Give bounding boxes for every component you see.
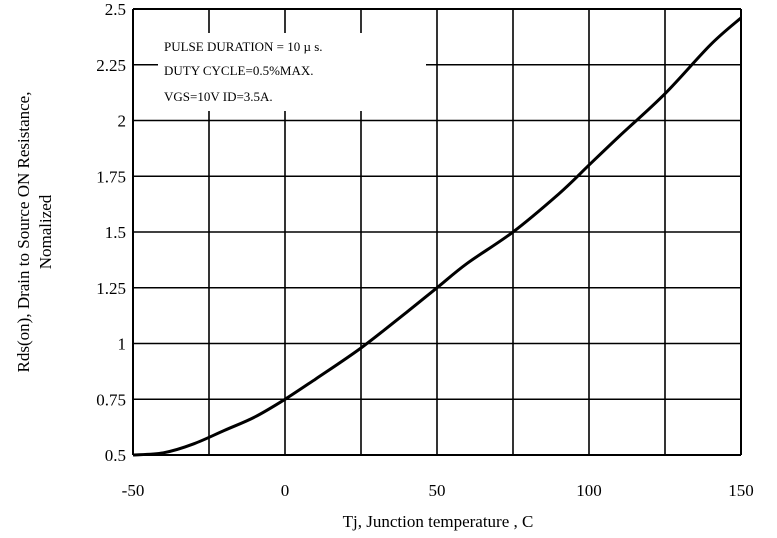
note-line-3: VGS=10V ID=3.5A. xyxy=(164,89,273,104)
series-layer xyxy=(132,16,742,457)
x-tick-label: 100 xyxy=(576,481,602,500)
note-line-2: DUTY CYCLE=0.5%MAX. xyxy=(164,63,313,78)
y-tick-label: 0.75 xyxy=(96,390,126,409)
axis-titles: Tj, Junction temperature , C Rds(on), Dr… xyxy=(14,92,533,531)
y-tick-label: 0.5 xyxy=(105,446,126,465)
y-tick-label: 1.5 xyxy=(105,223,126,242)
note-line-1: PULSE DURATION = 10 µ s. xyxy=(164,39,323,54)
y-tick-label: 2.5 xyxy=(105,0,126,19)
y-tick-label: 1.25 xyxy=(96,279,126,298)
y-axis-title-line-1: Rds(on), Drain to Source ON Resistance, xyxy=(14,92,33,373)
x-tick-label: 50 xyxy=(429,481,446,500)
y-tick-label: 1 xyxy=(118,335,127,354)
x-tick-label: -50 xyxy=(122,481,145,500)
y-tick-label: 2.25 xyxy=(96,56,126,75)
y-tick-label: 2 xyxy=(118,112,127,131)
tick-labels: -50 0 50 100 150 0.5 0.75 1 1.25 1.5 1.75 2 2.25 2.5 xyxy=(96,0,754,500)
test-conditions-note: PULSE DURATION = 10 µ s. DUTY CYCLE=0.5%… xyxy=(164,39,323,104)
rds-on-curve xyxy=(132,16,742,457)
x-tick-label: 150 xyxy=(728,481,754,500)
x-tick-label: 0 xyxy=(281,481,290,500)
x-axis-title: Tj, Junction temperature , C xyxy=(343,512,534,531)
note-background xyxy=(158,33,426,111)
y-axis-title-line-2: Nomalized xyxy=(36,194,55,269)
y-tick-label: 1.75 xyxy=(96,167,126,186)
